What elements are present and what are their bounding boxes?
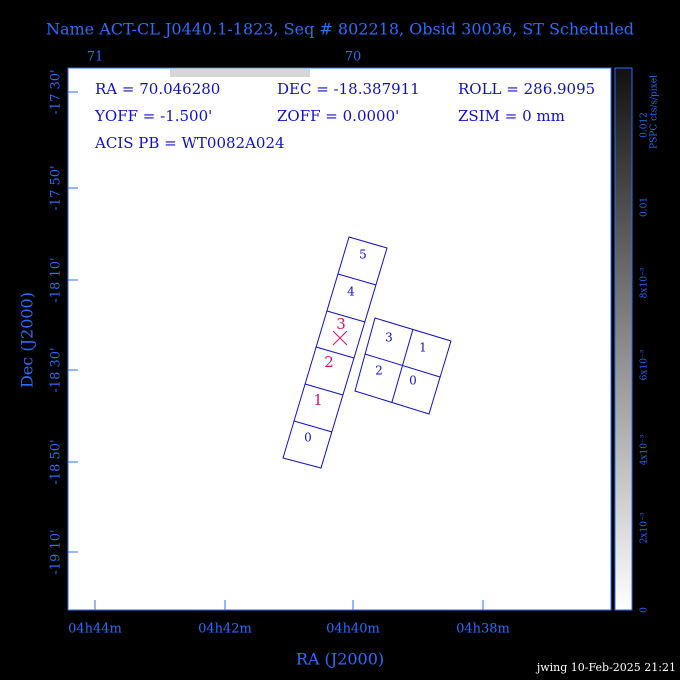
info-text: ACIS PB = WT0082A024	[94, 134, 285, 152]
aimpoint-marker	[332, 330, 348, 346]
colorbar	[614, 67, 633, 611]
x-axis-title: RA (J2000)	[296, 650, 384, 669]
chip-label: 0	[409, 374, 417, 388]
footer: jwing 10-Feb-2025 21:21	[535, 661, 676, 674]
chip-label: 4	[347, 285, 355, 299]
y-tick-label: -17 30'	[49, 69, 64, 114]
chip-label: 2	[324, 353, 334, 371]
info-text: ZOFF = 0.0000'	[277, 107, 399, 125]
colorbar-label: 0	[640, 607, 650, 613]
chip-border	[364, 353, 441, 378]
title: Name ACT-CL J0440.1-1823, Seq # 802218, …	[46, 20, 634, 39]
colorbar-label: 0.01	[640, 197, 650, 217]
chip-label: 1	[419, 341, 427, 355]
x-tick-label: 04h42m	[198, 622, 252, 637]
y-tick-label: -17 50'	[49, 165, 64, 210]
info-text: ROLL = 286.9095	[458, 80, 595, 98]
info-text: RA = 70.046280	[95, 80, 220, 98]
colorbar-label: 4x10⁻³	[640, 434, 650, 465]
y-tick-label: -19 10'	[49, 529, 64, 574]
colorbar-label: 2x10⁻³	[640, 512, 650, 543]
y-axis-title: Dec (J2000)	[18, 292, 37, 388]
y-tick-label: -18 10'	[49, 257, 64, 302]
info-text: ZSIM = 0 mm	[458, 107, 565, 125]
info-text: DEC = -18.387911	[277, 80, 420, 98]
acis-i-outline	[354, 317, 452, 415]
chip-border	[293, 420, 333, 433]
chip-border	[304, 383, 344, 396]
colorbar-label: 0.012	[640, 112, 650, 138]
chip-border	[337, 273, 377, 286]
chip-label: 1	[313, 391, 323, 409]
y-tick-label: -18 30'	[49, 347, 64, 392]
chip-label: 5	[359, 248, 367, 262]
image-fragment	[170, 68, 310, 77]
x-tick-label: 04h38m	[456, 622, 510, 637]
colorbar-label: 6x10⁻³	[640, 349, 650, 380]
top-tick-label: 71	[87, 50, 104, 65]
colorbar-title: PSPC cts/s/pixel	[650, 75, 660, 149]
chip-label: 3	[336, 315, 346, 333]
info-text: YOFF = -1.500'	[94, 107, 212, 125]
colorbar-label: 8x10⁻³	[640, 267, 650, 298]
x-tick-label: 04h44m	[68, 622, 122, 637]
y-tick-label: -18 50'	[49, 439, 64, 484]
chip-label: 0	[304, 431, 312, 445]
chip-border	[326, 310, 366, 323]
chip-border	[315, 346, 355, 359]
x-tick-label: 04h40m	[326, 622, 380, 637]
top-tick-label: 70	[345, 50, 362, 65]
chip-label: 3	[385, 331, 393, 345]
chip-label: 2	[375, 364, 383, 378]
